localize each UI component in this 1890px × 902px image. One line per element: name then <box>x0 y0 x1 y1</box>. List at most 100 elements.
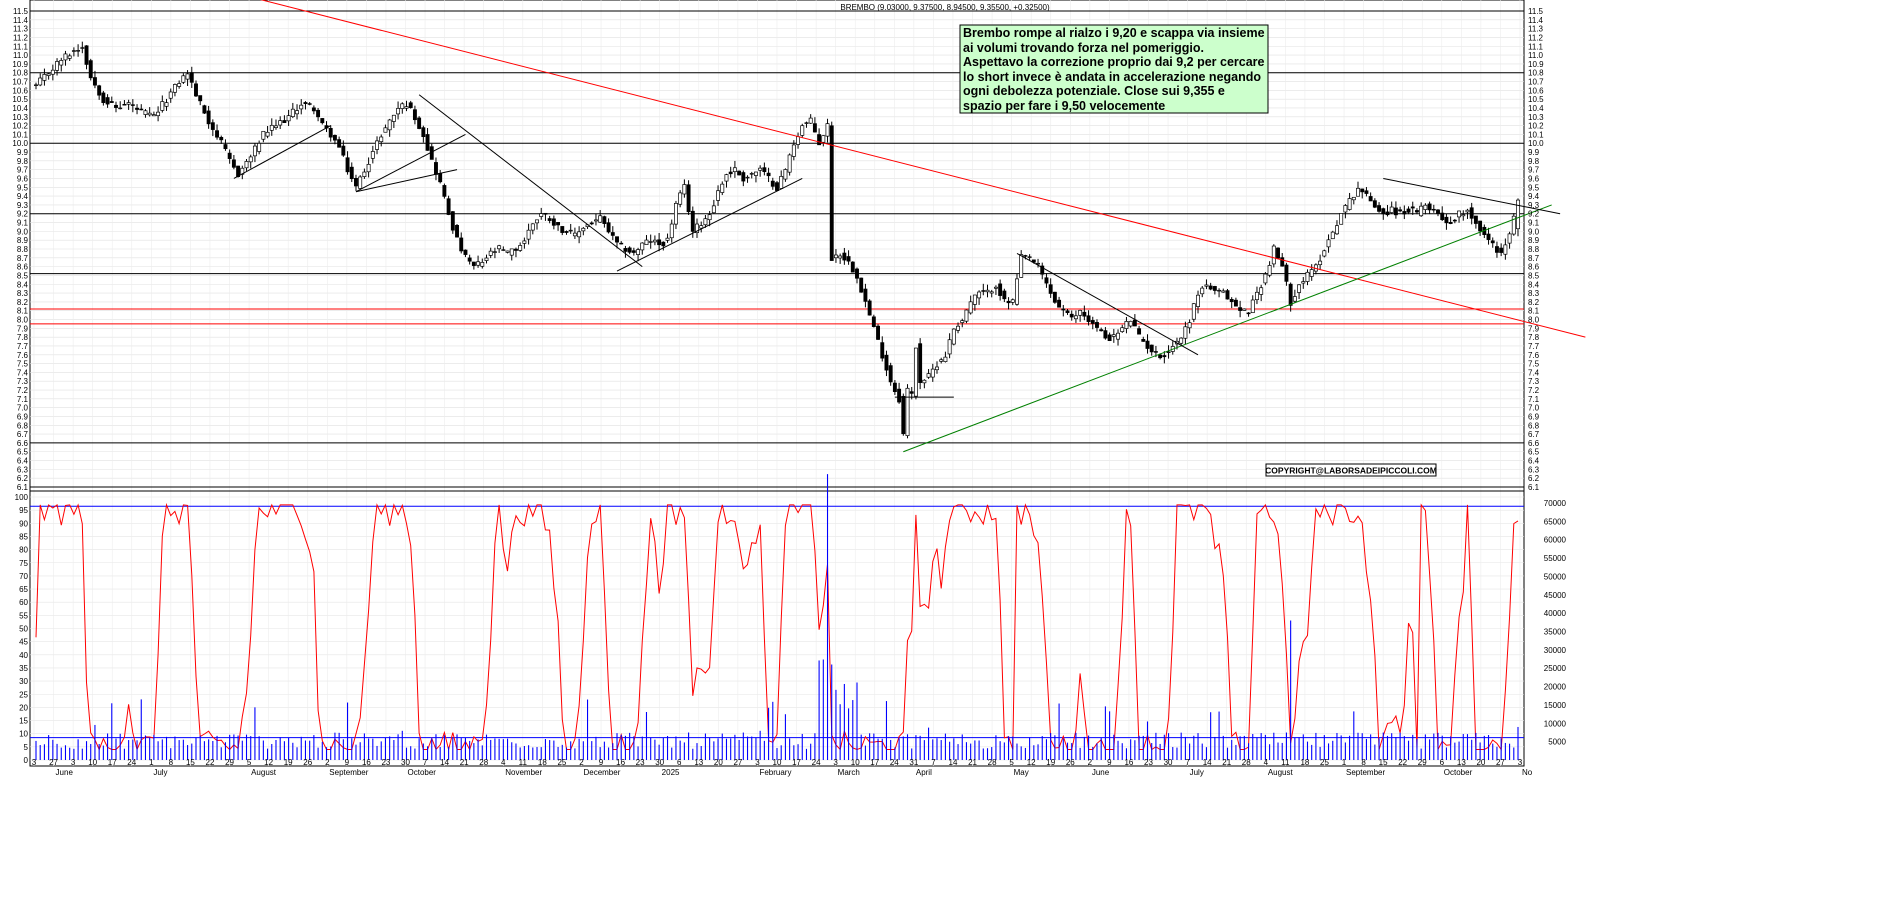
candle-body <box>1052 291 1057 303</box>
day-tick: 17 <box>108 758 117 767</box>
candle-body <box>897 388 902 403</box>
day-tick: 30 <box>655 758 664 767</box>
price-tick-left: 9.2 <box>17 210 29 219</box>
candle-body <box>1398 209 1403 212</box>
price-tick-left: 8.0 <box>17 316 29 325</box>
candle-body <box>644 239 649 245</box>
price-tick-right: 9.8 <box>1528 157 1540 166</box>
candle-body <box>1255 291 1259 301</box>
candle-body <box>109 101 114 103</box>
day-tick: 12 <box>1027 758 1036 767</box>
day-tick: 13 <box>694 758 703 767</box>
candle-body <box>888 365 893 383</box>
horizontal-levels <box>30 10 1524 739</box>
day-tick: 24 <box>890 758 899 767</box>
price-tick-left: 6.7 <box>17 430 29 439</box>
day-tick: 22 <box>206 758 215 767</box>
candle-body <box>951 328 956 345</box>
volume-tick: 35000 <box>1544 628 1567 637</box>
candle-body <box>391 114 396 122</box>
osc-tick: 100 <box>15 493 29 502</box>
candle-body <box>354 177 358 187</box>
day-tick: 30 <box>1164 758 1173 767</box>
candle-body <box>850 261 855 273</box>
candle-body <box>46 73 51 76</box>
candle-body <box>1002 290 1007 300</box>
price-tick-right: 10.0 <box>1528 139 1544 148</box>
candle-body <box>1006 300 1011 304</box>
candle-body <box>1372 200 1377 208</box>
candle-body <box>459 237 464 252</box>
candle-body <box>859 277 864 293</box>
candle-body <box>337 139 342 148</box>
day-tick: 24 <box>127 758 136 767</box>
candle-body <box>147 112 152 116</box>
volume-tick: 5000 <box>1548 738 1566 747</box>
price-tick-right: 7.5 <box>1528 360 1540 369</box>
osc-tick: 40 <box>19 651 28 660</box>
candle-body <box>535 219 539 224</box>
osc-tick: 90 <box>19 519 28 528</box>
candle-body <box>589 222 594 225</box>
price-tick-left: 9.5 <box>17 183 29 192</box>
candle-body <box>1318 260 1323 266</box>
volume-tick: 60000 <box>1544 536 1567 545</box>
price-tick-right: 8.5 <box>1528 271 1540 280</box>
candle-body <box>88 60 93 79</box>
gridlines <box>29 0 1525 767</box>
day-tick: 4 <box>501 758 506 767</box>
month-tick: April <box>916 768 932 777</box>
osc-tick: 20 <box>19 703 28 712</box>
volume-tick: 25000 <box>1544 664 1567 673</box>
candle-body <box>274 125 278 128</box>
month-tick: July <box>1190 768 1204 777</box>
volume-tick: 10000 <box>1544 719 1567 728</box>
price-tick-left: 7.8 <box>17 333 29 342</box>
day-tick: 1 <box>149 758 154 767</box>
day-tick: 10 <box>851 758 860 767</box>
candle-body <box>295 110 299 115</box>
candle-body <box>189 72 194 83</box>
price-tick-right: 7.2 <box>1528 386 1540 395</box>
candle-body <box>55 61 60 71</box>
candle-body <box>1238 307 1243 311</box>
candle-body <box>467 257 472 262</box>
price-tick-left: 7.7 <box>17 342 29 351</box>
month-tick: September <box>329 768 368 777</box>
candle-body <box>665 237 670 241</box>
osc-tick: 60 <box>19 598 28 607</box>
price-tick-left: 10.8 <box>12 69 28 78</box>
day-tick: 10 <box>88 758 97 767</box>
candle-body <box>143 110 148 115</box>
price-tick-left: 10.1 <box>12 130 28 139</box>
candle-body <box>1116 332 1120 340</box>
candle-body <box>1187 322 1192 329</box>
candle-body <box>724 174 729 182</box>
candle-body <box>282 120 287 123</box>
candle-body <box>762 167 767 173</box>
price-tick-right: 8.3 <box>1528 289 1540 298</box>
candle-body <box>766 172 771 177</box>
candle-body <box>1250 299 1255 314</box>
price-tick-left: 11.2 <box>13 33 29 42</box>
day-tick: 7 <box>423 758 428 767</box>
price-tick-right: 9.5 <box>1528 183 1540 192</box>
day-tick: 5 <box>247 758 252 767</box>
candle-body <box>880 342 885 359</box>
day-tick: 24 <box>812 758 821 767</box>
candle-body <box>442 185 447 197</box>
price-tick-right: 9.9 <box>1528 148 1540 157</box>
candle-body <box>1478 220 1483 232</box>
price-tick-left: 7.9 <box>17 324 29 333</box>
candle-body <box>400 103 405 109</box>
price-tick-right: 6.7 <box>1528 430 1540 439</box>
candle-body <box>720 183 725 193</box>
price-tick-right: 10.3 <box>1528 113 1544 122</box>
candle-body <box>602 216 607 224</box>
candle-body <box>812 123 817 133</box>
candle-body <box>349 166 354 180</box>
trendline-trend-d <box>418 94 643 268</box>
month-tick: July <box>153 768 167 777</box>
price-tick-right: 9.0 <box>1528 227 1540 236</box>
